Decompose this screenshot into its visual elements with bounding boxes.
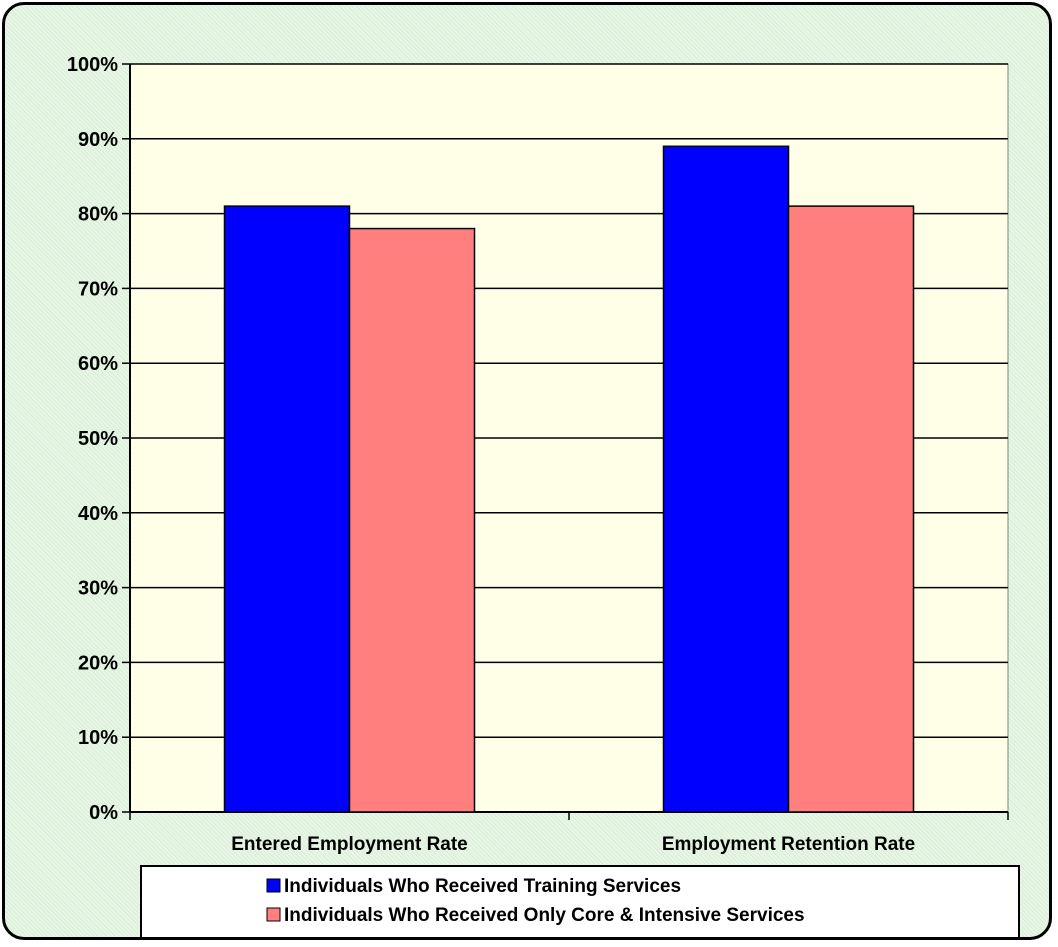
- x-category-label: Employment Retention Rate: [662, 834, 915, 855]
- y-tick-label: 90%: [78, 129, 118, 151]
- y-tick-label: 30%: [78, 578, 118, 600]
- bar: [662, 145, 790, 813]
- legend-label: Individuals Who Received Only Core & Int…: [284, 905, 805, 926]
- legend-label: Individuals Who Received Training Servic…: [284, 876, 681, 897]
- bar: [787, 205, 915, 813]
- legend-swatch: [266, 878, 281, 893]
- x-category-label: Entered Employment Rate: [231, 834, 468, 855]
- y-tick-label: 20%: [78, 652, 118, 674]
- y-tick-label: 50%: [78, 428, 118, 450]
- y-tick-label: 70%: [78, 278, 118, 300]
- y-tick-label: 40%: [78, 503, 118, 525]
- legend-box: [140, 865, 1020, 939]
- y-tick-label: 0%: [89, 802, 118, 824]
- y-tick-label: 10%: [78, 727, 118, 749]
- y-tick-label: 80%: [78, 204, 118, 226]
- legend-swatch: [266, 907, 281, 922]
- y-tick-label: 60%: [78, 353, 118, 375]
- bar: [348, 227, 476, 813]
- bar: [223, 205, 351, 813]
- y-tick-label: 100%: [67, 54, 118, 76]
